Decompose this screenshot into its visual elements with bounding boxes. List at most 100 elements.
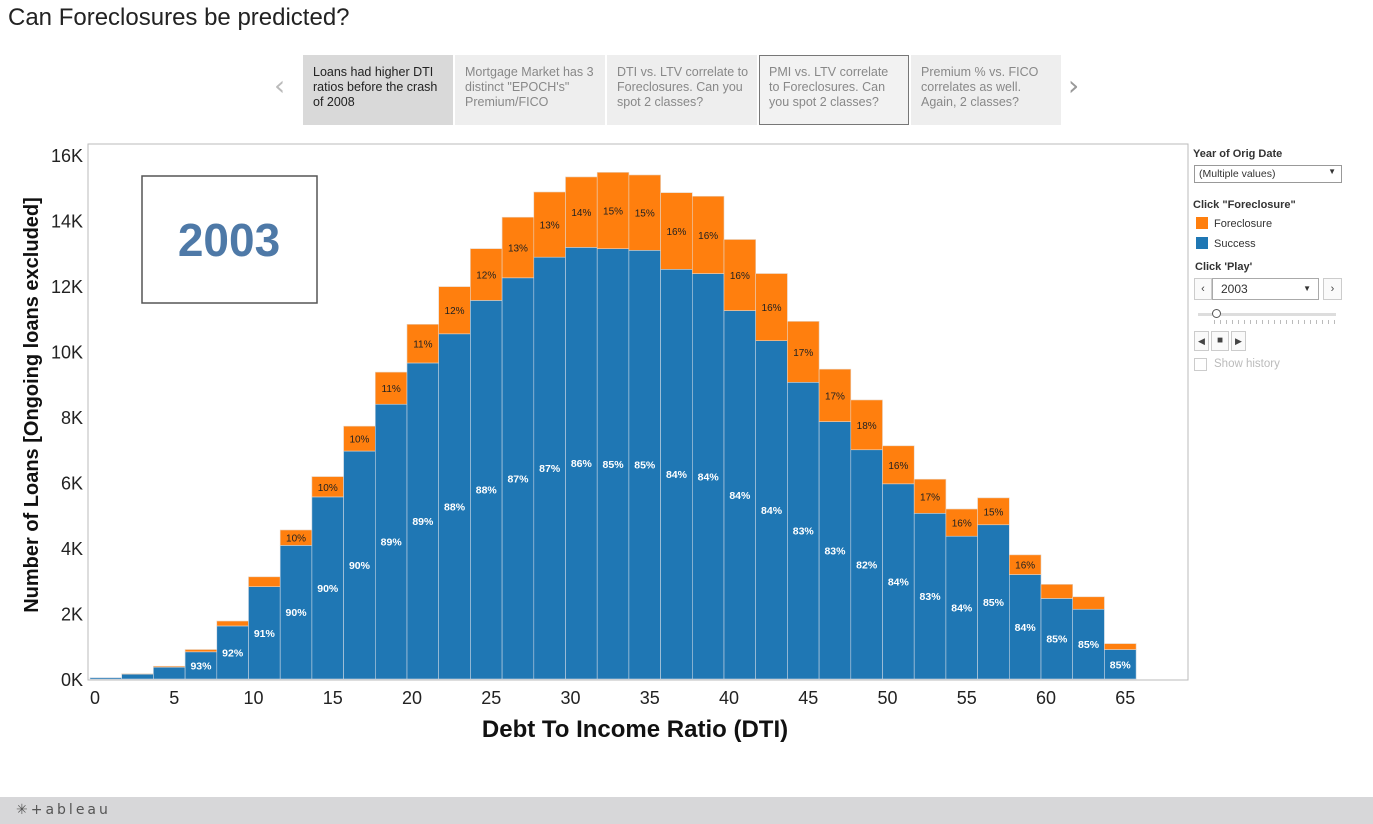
bar-label-success: 86% — [571, 458, 593, 470]
legend-item-foreclosure[interactable]: Foreclosure — [1196, 217, 1272, 230]
next-year-button[interactable]: › — [1323, 278, 1342, 300]
bar-label-foreclosure: 17% — [793, 348, 813, 359]
y-tick-label: 14K — [51, 212, 83, 232]
bar-success — [1072, 608, 1105, 680]
bar-foreclosure — [501, 216, 535, 279]
legend-item-success[interactable]: Success — [1196, 237, 1256, 250]
story-navigator: ‹ Loans had higher DTI ratios before the… — [272, 54, 1096, 126]
bar-foreclosure — [882, 445, 915, 485]
bar-label-success: 90% — [317, 583, 339, 595]
story-point-5[interactable]: Premium % vs. FICO correlates as well. A… — [911, 55, 1061, 125]
bar-label-foreclosure: 18% — [857, 421, 877, 432]
story-point-2[interactable]: Mortgage Market has 3 distinct "EPOCH's"… — [455, 55, 605, 125]
tableau-logo-icon[interactable]: ✳+ableau — [16, 802, 111, 818]
bar-foreclosure — [787, 321, 820, 383]
bar-foreclosure — [945, 508, 978, 537]
bar-foreclosure — [691, 195, 725, 274]
bar-foreclosure — [248, 576, 281, 587]
bar-success — [89, 677, 123, 680]
bar-foreclosure — [1040, 584, 1074, 599]
story-point-3[interactable]: DTI vs. LTV correlate to Foreclosures. C… — [607, 55, 757, 125]
chevron-right-icon[interactable]: › — [1068, 69, 1080, 102]
bar-label-foreclosure: 16% — [952, 519, 972, 530]
year-filter-dropdown[interactable]: (Multiple values) ▼ — [1194, 165, 1342, 183]
bar-label-success: 90% — [286, 607, 308, 619]
chevron-left-icon[interactable]: ‹ — [274, 69, 286, 102]
legend-swatch-foreclosure — [1196, 217, 1208, 229]
bar-foreclosure — [1104, 643, 1137, 650]
x-tick-label: 5 — [169, 688, 179, 708]
play-backward-button[interactable]: ◀ — [1194, 331, 1209, 351]
x-tick-label: 65 — [1115, 688, 1135, 708]
y-tick-label: 8K — [61, 408, 83, 428]
bar-success — [850, 449, 883, 680]
year-filter-label: Year of Orig Date — [1193, 148, 1283, 160]
bar-label-foreclosure: 10% — [318, 483, 338, 494]
bar-foreclosure — [755, 273, 788, 341]
bar-label-success: 84% — [951, 603, 973, 615]
bar-label-success: 84% — [729, 490, 751, 502]
legend-swatch-success — [1196, 237, 1208, 249]
caret-down-icon: ▼ — [1328, 167, 1336, 176]
dashboard-title: Can Foreclosures be predicted? — [8, 4, 350, 31]
story-point-4[interactable]: PMI vs. LTV correlate to Foreclosures. C… — [759, 55, 909, 125]
bar-label-foreclosure: 12% — [476, 271, 496, 282]
bar-label-success: 84% — [761, 505, 783, 517]
previous-year-button[interactable]: ‹ — [1194, 278, 1212, 300]
x-tick-label: 10 — [243, 688, 263, 708]
bar-label-foreclosure: 16% — [698, 231, 718, 242]
x-tick-label: 40 — [719, 688, 739, 708]
footer-brand-text: +ableau — [30, 802, 111, 818]
bar-label-success: 85% — [1046, 634, 1068, 646]
bar-label-foreclosure: 15% — [635, 209, 655, 220]
play-year-dropdown[interactable]: 2003 ▼ — [1212, 278, 1319, 300]
play-label: Click 'Play' — [1195, 261, 1253, 273]
play-slider-handle[interactable] — [1211, 309, 1221, 318]
bar-foreclosure — [406, 324, 440, 364]
play-slider-track[interactable] — [1198, 313, 1336, 316]
y-axis-label: Number of Loans [Ongoing loans excluded] — [21, 197, 43, 613]
bar-label-success: 91% — [254, 628, 276, 640]
bar-label-success: 85% — [983, 597, 1005, 609]
bar-success — [184, 651, 218, 680]
play-year-value: 2003 — [1221, 282, 1248, 296]
show-history-checkbox[interactable] — [1194, 358, 1207, 371]
bar-success — [787, 381, 820, 680]
x-tick-label: 50 — [877, 688, 897, 708]
bar-foreclosure — [184, 649, 218, 653]
bar-foreclosure — [977, 497, 1010, 526]
footer-bar: ✳+ableau — [0, 797, 1373, 824]
year-filter-value: (Multiple values) — [1199, 168, 1276, 180]
bar-success — [882, 483, 915, 680]
legend-label-success: Success — [1214, 238, 1256, 250]
plot-frame — [87, 143, 1189, 681]
x-tick-label: 60 — [1036, 688, 1056, 708]
bar-foreclosure — [565, 176, 598, 248]
x-tick-label: 25 — [481, 688, 501, 708]
story-point-1[interactable]: Loans had higher DTI ratios before the c… — [303, 55, 453, 125]
y-tick-label: 10K — [51, 343, 83, 363]
y-tick-label: 4K — [61, 539, 83, 559]
bar-label-foreclosure: 13% — [540, 221, 560, 232]
x-axis-label: Debt To Income Ratio (DTI) — [482, 716, 788, 743]
x-tick-label: 35 — [640, 688, 660, 708]
bar-foreclosure — [818, 368, 852, 422]
stop-button[interactable]: ■ — [1211, 331, 1229, 351]
show-history-label: Show history — [1214, 358, 1280, 370]
bar-success — [374, 403, 408, 680]
caret-down-icon: ▼ — [1303, 284, 1311, 293]
year-annotation-text: 2003 — [178, 214, 280, 266]
bar-foreclosure — [153, 665, 186, 668]
legend-title: Click "Foreclosure" — [1193, 199, 1296, 211]
bar-label-success: 88% — [476, 485, 498, 497]
bar-label-success: 89% — [412, 516, 434, 528]
bar-label-success: 83% — [793, 526, 815, 538]
bar-foreclosure — [1072, 596, 1105, 610]
bar-label-foreclosure: 15% — [983, 507, 1003, 518]
play-forward-button[interactable]: ▶ — [1231, 331, 1246, 351]
bar-success — [343, 450, 376, 680]
x-tick-label: 0 — [90, 688, 100, 708]
bar-label-success: 84% — [888, 576, 910, 588]
bar-success — [406, 362, 440, 680]
bar-label-success: 85% — [634, 460, 656, 472]
